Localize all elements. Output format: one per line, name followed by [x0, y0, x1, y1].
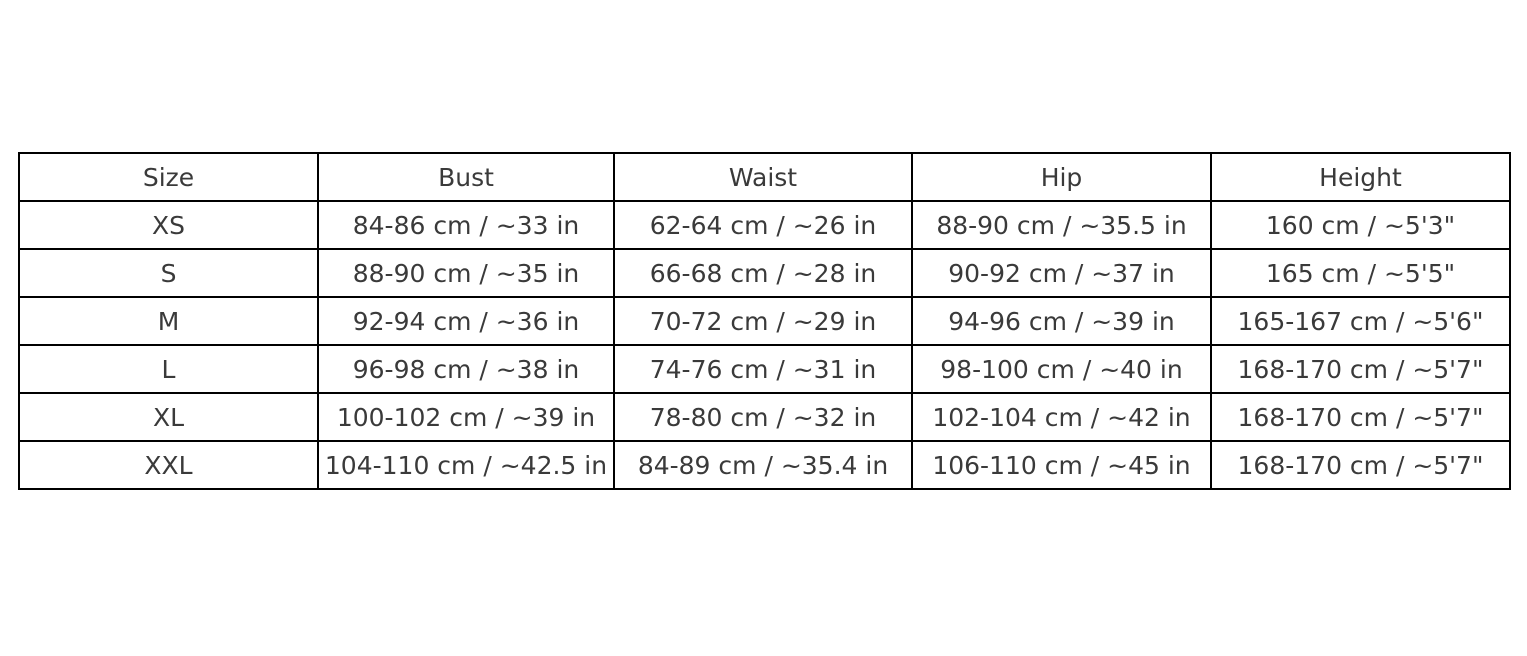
cell-waist: 84-89 cm / ~35.4 in: [613, 440, 913, 490]
cell-bust: 104-110 cm / ~42.5 in: [317, 440, 615, 490]
cell-bust: 100-102 cm / ~39 in: [317, 392, 615, 442]
cell-size: M: [18, 296, 319, 346]
cell-size: XS: [18, 200, 319, 250]
table-row-m: M 92-94 cm / ~36 in 70-72 cm / ~29 in 94…: [18, 296, 1511, 346]
table-body: XS 84-86 cm / ~33 in 62-64 cm / ~26 in 8…: [18, 200, 1511, 490]
cell-size: XXL: [18, 440, 319, 490]
cell-height: 165-167 cm / ~5'6": [1210, 296, 1511, 346]
column-header-hip: Hip: [911, 152, 1212, 202]
cell-waist: 78-80 cm / ~32 in: [613, 392, 913, 442]
table-row-s: S 88-90 cm / ~35 in 66-68 cm / ~28 in 90…: [18, 248, 1511, 298]
size-chart-table: Size Bust Waist Hip Height XS 84-86 cm /…: [18, 152, 1511, 490]
cell-height: 160 cm / ~5'3": [1210, 200, 1511, 250]
table-row-xl: XL 100-102 cm / ~39 in 78-80 cm / ~32 in…: [18, 392, 1511, 442]
cell-hip: 88-90 cm / ~35.5 in: [911, 200, 1212, 250]
table-row-xs: XS 84-86 cm / ~33 in 62-64 cm / ~26 in 8…: [18, 200, 1511, 250]
cell-bust: 88-90 cm / ~35 in: [317, 248, 615, 298]
table-header: Size Bust Waist Hip Height: [18, 152, 1511, 202]
cell-hip: 102-104 cm / ~42 in: [911, 392, 1212, 442]
cell-hip: 98-100 cm / ~40 in: [911, 344, 1212, 394]
cell-size: L: [18, 344, 319, 394]
column-header-height: Height: [1210, 152, 1511, 202]
header-row: Size Bust Waist Hip Height: [18, 152, 1511, 202]
cell-hip: 94-96 cm / ~39 in: [911, 296, 1212, 346]
cell-hip: 90-92 cm / ~37 in: [911, 248, 1212, 298]
cell-height: 168-170 cm / ~5'7": [1210, 344, 1511, 394]
column-header-bust: Bust: [317, 152, 615, 202]
cell-size: XL: [18, 392, 319, 442]
cell-height: 165 cm / ~5'5": [1210, 248, 1511, 298]
table-row-xxl: XXL 104-110 cm / ~42.5 in 84-89 cm / ~35…: [18, 440, 1511, 490]
cell-bust: 96-98 cm / ~38 in: [317, 344, 615, 394]
cell-bust: 92-94 cm / ~36 in: [317, 296, 615, 346]
cell-waist: 70-72 cm / ~29 in: [613, 296, 913, 346]
cell-waist: 66-68 cm / ~28 in: [613, 248, 913, 298]
cell-hip: 106-110 cm / ~45 in: [911, 440, 1212, 490]
cell-waist: 62-64 cm / ~26 in: [613, 200, 913, 250]
column-header-size: Size: [18, 152, 319, 202]
cell-waist: 74-76 cm / ~31 in: [613, 344, 913, 394]
cell-size: S: [18, 248, 319, 298]
table-row-l: L 96-98 cm / ~38 in 74-76 cm / ~31 in 98…: [18, 344, 1511, 394]
cell-height: 168-170 cm / ~5'7": [1210, 440, 1511, 490]
cell-height: 168-170 cm / ~5'7": [1210, 392, 1511, 442]
cell-bust: 84-86 cm / ~33 in: [317, 200, 615, 250]
column-header-waist: Waist: [613, 152, 913, 202]
